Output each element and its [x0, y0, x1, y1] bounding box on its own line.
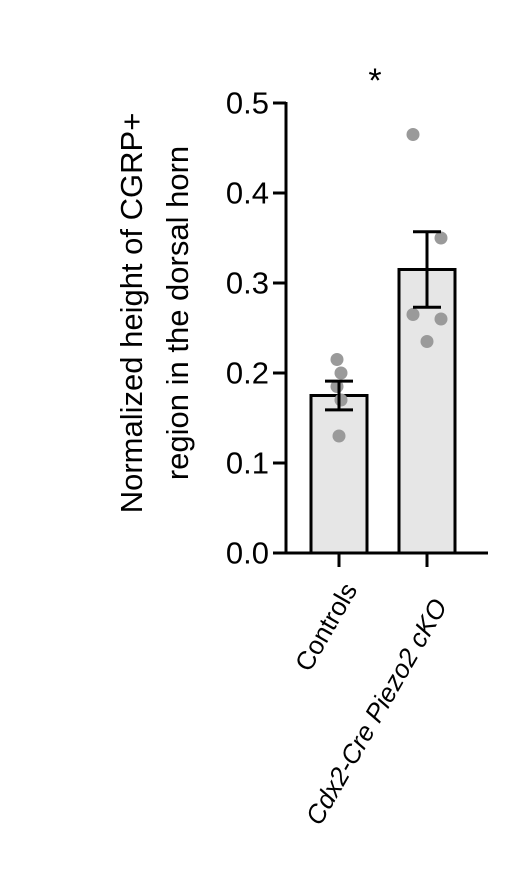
- data-point: [332, 429, 346, 443]
- data-point: [434, 312, 448, 326]
- significance-star: *: [368, 62, 381, 100]
- significance-group: *: [368, 62, 381, 100]
- data-point: [420, 335, 434, 348]
- y-tick-label: 0.5: [226, 86, 269, 121]
- bar-0: [309, 394, 369, 555]
- data-point: [406, 308, 420, 321]
- error-bars-group: [325, 230, 441, 412]
- x-tick-label: Controls: [289, 577, 363, 676]
- y-tick-label: 0.1: [226, 446, 269, 481]
- axes-group: [284, 102, 488, 555]
- y-axis-label-group: Normalized height of CGRP+ region in the …: [114, 113, 195, 514]
- y-tick-label: 0.4: [226, 176, 269, 211]
- y-tick-label: 0.3: [226, 266, 269, 301]
- data-point: [334, 366, 348, 380]
- data-point: [330, 353, 344, 366]
- data-point: [434, 231, 448, 245]
- y-tick-label: 0.0: [226, 536, 269, 571]
- y-axis-label-line: region in the dorsal horn: [160, 146, 195, 480]
- y-ticks-group: 0.0 0.1 0.2 0.3 0.4 0.5: [226, 86, 286, 571]
- y-axis-label-line: Normalized height of CGRP+: [114, 113, 149, 514]
- y-tick-label: 0.2: [226, 356, 269, 391]
- data-point: [334, 393, 348, 407]
- data-point: [406, 128, 420, 141]
